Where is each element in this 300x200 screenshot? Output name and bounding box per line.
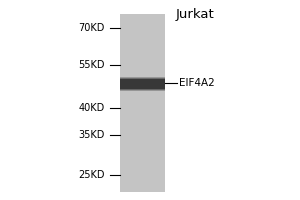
Text: 40KD: 40KD: [79, 103, 105, 113]
Text: 35KD: 35KD: [79, 130, 105, 140]
Text: EIF4A2: EIF4A2: [179, 78, 215, 88]
Text: 25KD: 25KD: [79, 170, 105, 180]
Text: 70KD: 70KD: [79, 23, 105, 33]
Text: Jurkat: Jurkat: [176, 8, 214, 21]
Text: 55KD: 55KD: [79, 60, 105, 70]
